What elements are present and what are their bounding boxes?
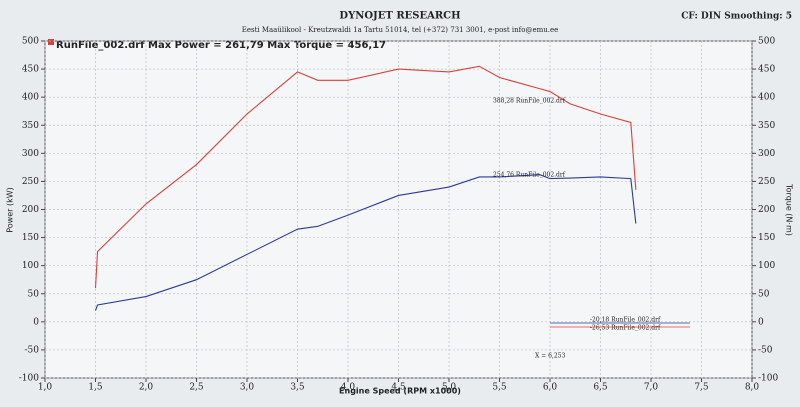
y2-tick-label: 450 xyxy=(758,65,775,75)
y-tick-label: 0 xyxy=(33,317,39,327)
x-tick-label: 1,0 xyxy=(38,383,53,393)
x-tick-label: 7,0 xyxy=(644,383,659,393)
x-tick-label: 3,5 xyxy=(290,383,305,393)
y-tick-label: 50 xyxy=(28,289,40,299)
x-tick-label: 4,5 xyxy=(391,383,406,393)
y-tick-label: 400 xyxy=(22,93,39,103)
x-axis-label: Engine Speed (RPM x1000) xyxy=(339,387,461,396)
chart-title: DYNOJET RESEARCH xyxy=(339,11,460,22)
annotation: -20,18 RunFile_002.drf xyxy=(590,317,661,324)
y2-tick-label: 400 xyxy=(758,93,775,103)
y-tick-label: -50 xyxy=(25,345,40,355)
y2-tick-label: -50 xyxy=(758,345,773,355)
settings-label: CF: DIN Smoothing: 5 xyxy=(681,12,792,22)
y-tick-label: 100 xyxy=(22,261,39,271)
x-tick-label: 2,0 xyxy=(139,383,154,393)
annotation: X = 6,253 xyxy=(535,353,565,360)
y2-tick-label: -100 xyxy=(758,374,778,384)
series-line xyxy=(94,174,637,311)
y-tick-label: 250 xyxy=(22,177,39,187)
y-tick-label: 450 xyxy=(22,65,39,75)
x-tick-label: 4,0 xyxy=(341,383,356,393)
x-tick-label: 2,5 xyxy=(189,383,204,393)
y-tick-label: 350 xyxy=(22,121,39,131)
y-tick-label: 150 xyxy=(22,233,39,243)
header-icon xyxy=(48,39,54,45)
y2-tick-label: 500 xyxy=(758,37,775,47)
y2-tick-label: 150 xyxy=(758,233,775,243)
y2-tick-label: 300 xyxy=(758,149,775,159)
chart-header: RunFile_002.drf Max Power = 261,79 Max T… xyxy=(56,40,386,51)
x-tick-label: 6,0 xyxy=(543,383,558,393)
y-tick-label: 200 xyxy=(22,205,39,215)
chart-subtitle: Eesti Maaülikool - Kreutzwaldi 1a Tartu … xyxy=(242,26,559,34)
y-axis-label: Power (kW) xyxy=(6,187,15,233)
x-tick-label: 8,0 xyxy=(745,383,760,393)
y2-tick-label: 50 xyxy=(758,289,770,299)
x-tick-label: 1,5 xyxy=(88,383,103,393)
annotation: 388,28 RunFile_002.drf xyxy=(493,98,566,105)
series-line xyxy=(94,65,637,289)
y-tick-label: -100 xyxy=(19,374,39,384)
x-tick-label: 6,5 xyxy=(593,383,608,393)
y2-tick-label: 100 xyxy=(758,261,775,271)
y2-axis-label: Torque (N·m) xyxy=(785,183,794,236)
y2-tick-label: 200 xyxy=(758,205,775,215)
y2-tick-label: 350 xyxy=(758,121,775,131)
annotation: 254,76 RunFile_002.drf xyxy=(493,172,566,179)
x-tick-label: 5,0 xyxy=(442,383,457,393)
y2-tick-label: 250 xyxy=(758,177,775,187)
x-tick-label: 7,5 xyxy=(694,383,709,393)
annotation: -26,53 RunFile_002.drf xyxy=(590,325,661,332)
x-tick-label: 5,5 xyxy=(492,383,507,393)
y-tick-label: 500 xyxy=(22,37,39,47)
y-tick-label: 300 xyxy=(22,149,39,159)
x-tick-label: 3,0 xyxy=(240,383,255,393)
y2-tick-label: 0 xyxy=(758,317,764,327)
